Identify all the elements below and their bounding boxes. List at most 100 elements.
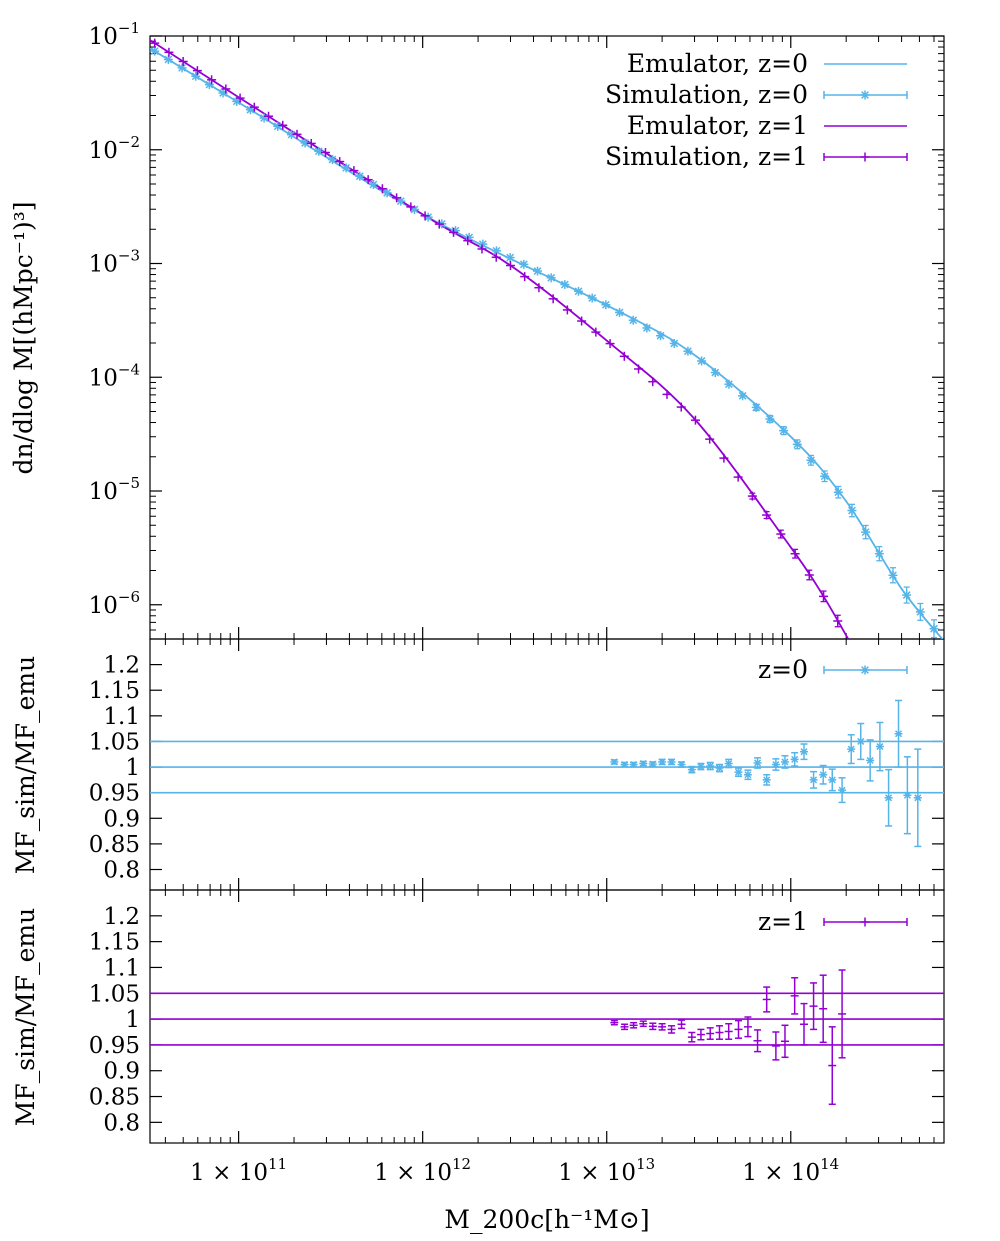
simulation-z1-point [363,175,373,185]
ratio-point [800,743,809,761]
simulation-z1-point [719,453,729,463]
simulation-z1-point [420,211,430,221]
simulation-z0-point [505,253,515,263]
ratio-point [780,755,789,769]
simulation-z1-point [406,202,416,212]
y-tick-label: 1 [125,1007,140,1033]
simulation-z0-point [382,188,392,198]
y-tick-label: 1.15 [89,678,140,704]
y-tick-label: 10−4 [89,360,140,391]
simulation-z1-point [207,75,217,85]
simulation-z0-point [341,163,351,173]
x-tick-label: 1 × 1011 [190,1155,287,1186]
ratio-panel-z1-frame [149,889,945,1144]
simulation-z0-point [628,315,638,325]
ratio-point [724,758,733,769]
simulation-z1-point [264,111,274,121]
simulation-z1-point [577,316,587,326]
ratio-point [639,759,648,768]
simulation-z1-point [292,129,302,139]
ratio-point [658,758,667,766]
ratio-point [903,756,912,835]
simulation-z1-point [377,184,387,194]
simulation-z0-point [491,246,501,256]
ratio-point [667,758,676,766]
simulation-z1-point [548,294,558,304]
simulation-z0-point [697,356,707,366]
ratio-panel-z0-frame [149,638,945,891]
ratio-point [629,1021,638,1029]
top-panel-series [150,38,944,639]
y-tick-label: 1.05 [89,729,140,755]
simulation-z0-point [177,63,187,73]
simulation-z0-point [656,331,666,341]
simulation-z0-point [683,346,693,356]
simulation-z1-point [605,339,615,349]
ratio-point [629,760,638,769]
ratio-point [687,765,696,774]
legend-label: Emulator, z=0 [627,49,808,78]
y-tick-label: 10−1 [89,19,140,50]
ratio-point [677,760,686,769]
legend-label: Simulation, z=0 [605,80,808,109]
ratio-point [639,1020,648,1028]
simulation-z1-point [619,351,629,361]
ratio-point [875,721,884,772]
ratio-point [800,1002,809,1046]
ratio-point [724,1022,733,1040]
simulation-z1-point [534,283,544,293]
simulation-z1-point [662,389,672,399]
ratio-point [894,699,903,768]
simulation-z1-point [463,236,473,246]
legend-marker [860,152,870,162]
ratio-point [828,768,837,792]
y-tick-label: 1.2 [103,904,140,930]
ratio-point [696,1028,705,1041]
simulation-z0-point [478,239,488,249]
ratio-point [790,751,799,767]
simulation-z0-point [191,71,201,81]
simulation-z0-point [150,46,160,56]
ratio-point [648,760,657,768]
emulator-z0-line [150,47,944,639]
simulation-z1-point [434,219,444,229]
y-tick-labels: 10−110−210−310−410−510−61.21.151.11.0510… [89,19,140,1136]
ratio-point [743,769,752,781]
simulation-z1-point [591,327,601,337]
y-tick-label: 0.9 [103,1059,140,1085]
ratio-point [790,977,799,1015]
ratio-point [610,758,619,766]
simulation-z1-point [520,272,530,282]
ratio-point [819,974,828,1044]
y-tick-label: 0.85 [89,1085,140,1111]
simulation-z0-point [327,155,337,165]
simulation-z1-point [235,93,245,103]
ratio-point [648,1022,657,1031]
y-tick-label: 1 [125,755,140,781]
ratio-point [771,758,780,771]
legend-label: z=1 [758,907,808,936]
ratio-point [753,1029,762,1053]
simulation-z1-point [349,166,359,176]
ratio-point [838,777,847,804]
y-tick-label: 0.8 [103,858,140,884]
ratio-point [706,761,715,771]
simulation-z0-point [546,273,556,283]
simulation-z1-point [562,305,572,315]
ratio-point [762,773,771,786]
simulation-z0-point [710,368,720,378]
ratio-point [743,1016,752,1038]
simulation-z1-point [690,415,700,425]
y-tick-label: 10−6 [89,588,140,619]
legend-marker [860,917,870,927]
ratio-point [658,1022,667,1031]
legend-marker [860,665,870,675]
y-tick-label: 10−5 [89,474,140,505]
simulation-z0-point [533,266,543,276]
x-axis-label: M_200c[h⁻¹M⊙] [444,1205,649,1234]
x-tick-labels: 1 × 1011 1 × 1012 1 × 1013 1 × 1014 [190,1155,839,1186]
simulation-z1-point [491,252,501,262]
ratio-point [677,1019,686,1030]
ratio-point [610,1019,619,1026]
